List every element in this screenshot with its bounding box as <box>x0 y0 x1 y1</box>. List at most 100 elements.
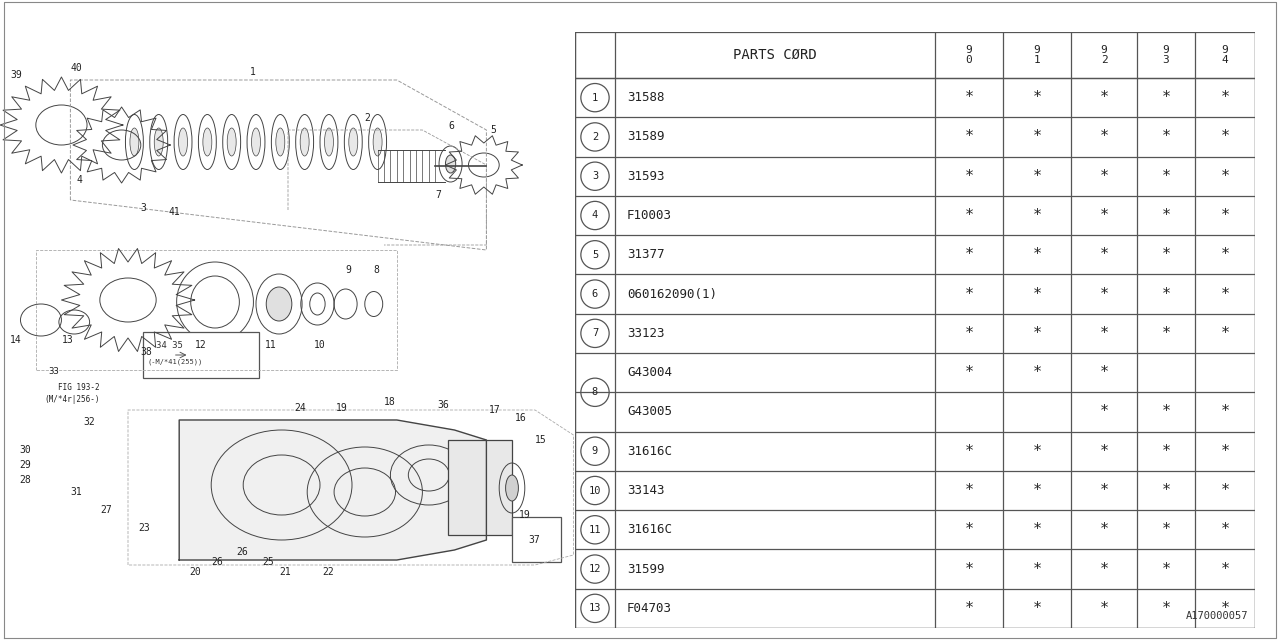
Text: 31593: 31593 <box>627 170 664 182</box>
Text: 10: 10 <box>589 486 602 495</box>
Text: 8: 8 <box>591 387 598 397</box>
Text: *: * <box>964 444 974 459</box>
Ellipse shape <box>155 128 164 156</box>
Text: 22: 22 <box>323 567 334 577</box>
Text: 34 35: 34 35 <box>156 340 183 349</box>
Text: 29: 29 <box>19 460 31 470</box>
Text: *: * <box>964 561 974 577</box>
Text: *: * <box>1100 326 1108 341</box>
Text: 15: 15 <box>535 435 547 445</box>
Text: 26: 26 <box>211 557 223 567</box>
Text: *: * <box>1220 561 1230 577</box>
Text: *: * <box>1033 483 1042 498</box>
Text: *: * <box>1100 601 1108 616</box>
Text: 31616C: 31616C <box>627 445 672 458</box>
Text: *: * <box>1220 287 1230 301</box>
Text: *: * <box>1100 365 1108 380</box>
Text: *: * <box>1033 561 1042 577</box>
Text: 31377: 31377 <box>627 248 664 261</box>
Text: 41: 41 <box>169 207 180 217</box>
Text: 8: 8 <box>374 265 380 275</box>
Text: *: * <box>1220 404 1230 419</box>
Text: *: * <box>1220 601 1230 616</box>
Text: *: * <box>1033 208 1042 223</box>
Text: *: * <box>1220 483 1230 498</box>
Text: *: * <box>964 483 974 498</box>
Text: G43005: G43005 <box>627 405 672 419</box>
Text: *: * <box>1161 287 1171 301</box>
Text: *: * <box>1161 404 1171 419</box>
Text: (-M/*41(255)): (-M/*41(255)) <box>147 359 202 365</box>
Text: 21: 21 <box>279 567 291 577</box>
Text: *: * <box>964 287 974 301</box>
Text: 26: 26 <box>237 547 248 557</box>
Text: *: * <box>1161 444 1171 459</box>
Text: 27: 27 <box>100 505 111 515</box>
Text: *: * <box>1033 129 1042 145</box>
Bar <box>143 332 259 378</box>
Polygon shape <box>179 420 486 560</box>
Text: *: * <box>1161 169 1171 184</box>
Text: 6: 6 <box>448 121 454 131</box>
Text: G43004: G43004 <box>627 366 672 379</box>
Text: 19: 19 <box>518 510 530 520</box>
Text: (M/*4r|256-): (M/*4r|256-) <box>45 396 100 404</box>
Ellipse shape <box>300 128 310 156</box>
Text: *: * <box>964 129 974 145</box>
Text: F04703: F04703 <box>627 602 672 615</box>
Text: *: * <box>1161 90 1171 105</box>
Text: *: * <box>1033 365 1042 380</box>
Text: *: * <box>1033 287 1042 301</box>
Text: *: * <box>964 90 974 105</box>
Text: *: * <box>1100 522 1108 538</box>
Text: 40: 40 <box>70 63 82 73</box>
Text: *: * <box>964 326 974 341</box>
Text: 9
1: 9 1 <box>1034 45 1041 65</box>
Text: *: * <box>964 208 974 223</box>
Text: 18: 18 <box>384 397 396 407</box>
Text: 28: 28 <box>19 475 31 485</box>
Text: 16: 16 <box>515 413 526 423</box>
Text: *: * <box>1100 483 1108 498</box>
Text: *: * <box>1220 326 1230 341</box>
Text: *: * <box>1161 522 1171 538</box>
Text: 2: 2 <box>365 113 371 123</box>
Text: 1: 1 <box>591 93 598 102</box>
Ellipse shape <box>228 128 236 156</box>
Text: *: * <box>1100 404 1108 419</box>
Text: 38: 38 <box>141 347 152 357</box>
Text: *: * <box>1100 444 1108 459</box>
Text: 5: 5 <box>591 250 598 260</box>
Text: *: * <box>1100 247 1108 262</box>
Text: *: * <box>1161 208 1171 223</box>
Text: 11: 11 <box>265 340 276 350</box>
Text: *: * <box>1033 169 1042 184</box>
Bar <box>448 440 512 535</box>
Text: *: * <box>1220 444 1230 459</box>
Text: 32: 32 <box>83 417 95 427</box>
Text: *: * <box>1100 287 1108 301</box>
Text: *: * <box>1220 208 1230 223</box>
Text: *: * <box>964 522 974 538</box>
Text: 9: 9 <box>346 265 352 275</box>
Text: 31599: 31599 <box>627 563 664 575</box>
Bar <box>512 517 561 562</box>
Text: 13: 13 <box>61 335 73 345</box>
Text: 13: 13 <box>589 604 602 613</box>
Text: 1: 1 <box>250 67 256 77</box>
Text: *: * <box>1100 129 1108 145</box>
Text: FIG 193-2: FIG 193-2 <box>58 383 100 392</box>
Text: *: * <box>1220 247 1230 262</box>
Ellipse shape <box>325 128 333 156</box>
Text: 31588: 31588 <box>627 91 664 104</box>
Text: 25: 25 <box>262 557 274 567</box>
Text: *: * <box>1161 326 1171 341</box>
Text: 12: 12 <box>195 340 206 350</box>
Text: *: * <box>1220 90 1230 105</box>
Text: 7: 7 <box>435 190 442 200</box>
Text: 2: 2 <box>591 132 598 142</box>
Text: *: * <box>1220 169 1230 184</box>
Text: 3: 3 <box>141 203 147 213</box>
Text: *: * <box>1161 561 1171 577</box>
Ellipse shape <box>275 128 285 156</box>
